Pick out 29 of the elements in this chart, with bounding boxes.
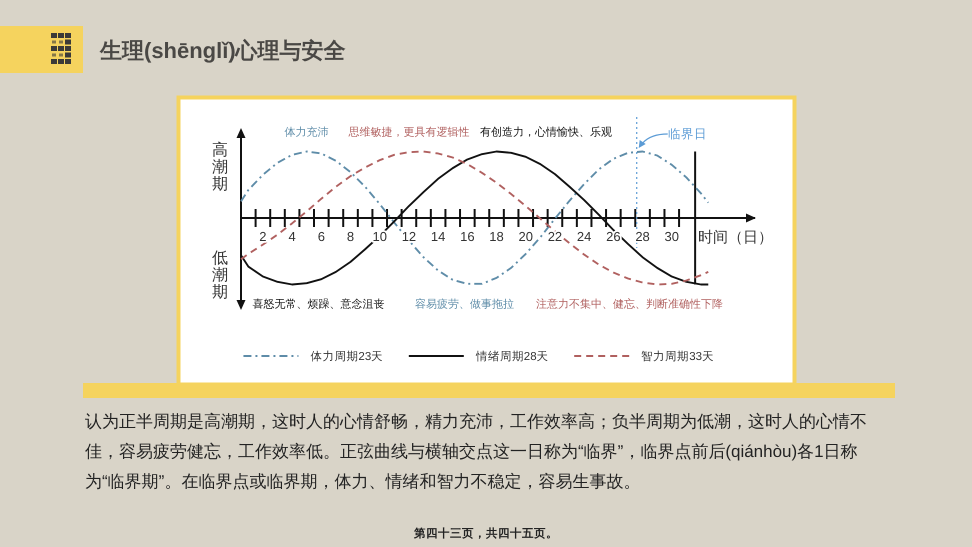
x-tick-label: 22: [548, 229, 562, 244]
chart-title: 生理(shēnglǐ)心理与安全: [99, 38, 347, 63]
annotation: 容易疲劳、做事拖拉: [414, 298, 514, 310]
x-tick-label: 4: [288, 229, 296, 244]
x-tick-label: 26: [606, 229, 621, 244]
legend-label: 情绪周期28天: [474, 350, 549, 363]
x-tick-label: 20: [518, 229, 533, 244]
text: 认为正半周期是高潮期，这时人的心情舒畅，精力充沛，工作效率高；负半周期为低潮，这时人的心情不佳，容易疲劳健忘，工作效率低。正弦曲线与横轴交点这一日称为“临界”，临界点前后(qiánhòu)各1日称为“临界期”。在临界点或临界期，体力、情绪和智力不稳定，容易生事故。: [85, 411, 868, 493]
x-tick-label: 18: [489, 229, 504, 244]
x-axis-title: 时间（日）: [698, 229, 773, 246]
ref-line-label: 临界日: [668, 127, 708, 141]
legend-label: 智力周期33天: [641, 350, 714, 363]
annotation: 体力充沛: [284, 126, 329, 138]
annotation: 有创造力，心情愉快、乐观: [480, 126, 612, 138]
x-tick-label: 8: [346, 229, 354, 244]
annotation: 注意力不集中、健忘、判断准确性下降: [536, 298, 723, 310]
legend-label: 体力周期23天: [310, 350, 384, 363]
text: 高潮期: [212, 141, 228, 193]
x-tick-label: 14: [430, 229, 446, 244]
text: 第四十三页，共四十五页。: [413, 526, 558, 540]
x-tick-label: 6: [318, 229, 325, 244]
x-tick-label: 16: [460, 229, 475, 244]
x-tick-label: 30: [664, 229, 679, 244]
x-tick-label: 24: [576, 229, 592, 244]
x-tick-label: 2: [259, 229, 267, 244]
x-tick-label: 28: [635, 229, 650, 244]
annotation: 喜怒无常、烦躁、意念沮丧: [252, 298, 384, 310]
annotation: 思维敏捷，更具有逻辑性: [347, 126, 470, 138]
text: 低潮期: [212, 250, 228, 301]
